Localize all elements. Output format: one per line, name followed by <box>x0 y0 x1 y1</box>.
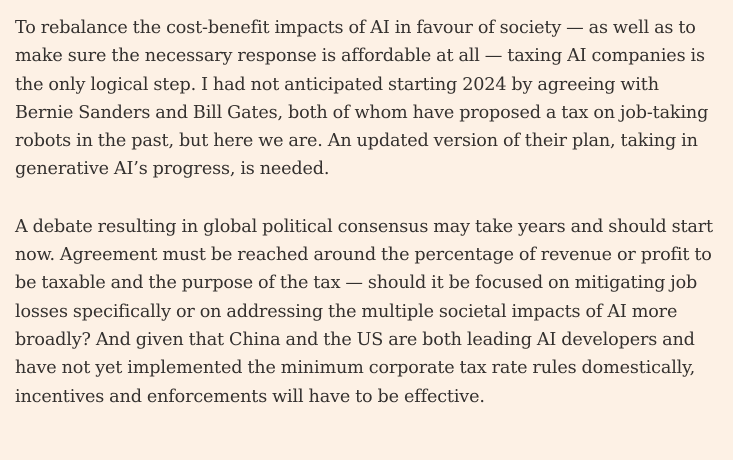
paragraph-ai-tax-proposal: To rebalance the cost-benefit impacts of… <box>15 14 733 184</box>
text-line: generative AI’s progress, is needed. <box>15 159 330 180</box>
text-line: the only logical step. I had not anticip… <box>15 74 659 95</box>
text-line: incentives and enforcements will have to… <box>15 386 485 407</box>
text-line: now. Agreement must be reached around th… <box>15 245 712 266</box>
text-line: Bernie Sanders and Bill Gates, both of w… <box>15 102 709 123</box>
text-line: losses specifically or on addressing the… <box>15 301 678 322</box>
paragraph-global-consensus: A debate resulting in global political c… <box>15 213 733 411</box>
text-line: robots in the past, but here we are. An … <box>15 131 698 152</box>
text-line: have not yet implemented the minimum cor… <box>15 358 696 379</box>
text-line: make sure the necessary response is affo… <box>15 46 705 67</box>
text-line: be taxable and the purpose of the tax — … <box>15 273 698 294</box>
text-line: To rebalance the cost-benefit impacts of… <box>15 18 696 38</box>
text-line: broadly? And given that China and the US… <box>15 329 695 350</box>
text-line: A debate resulting in global political c… <box>15 216 713 237</box>
